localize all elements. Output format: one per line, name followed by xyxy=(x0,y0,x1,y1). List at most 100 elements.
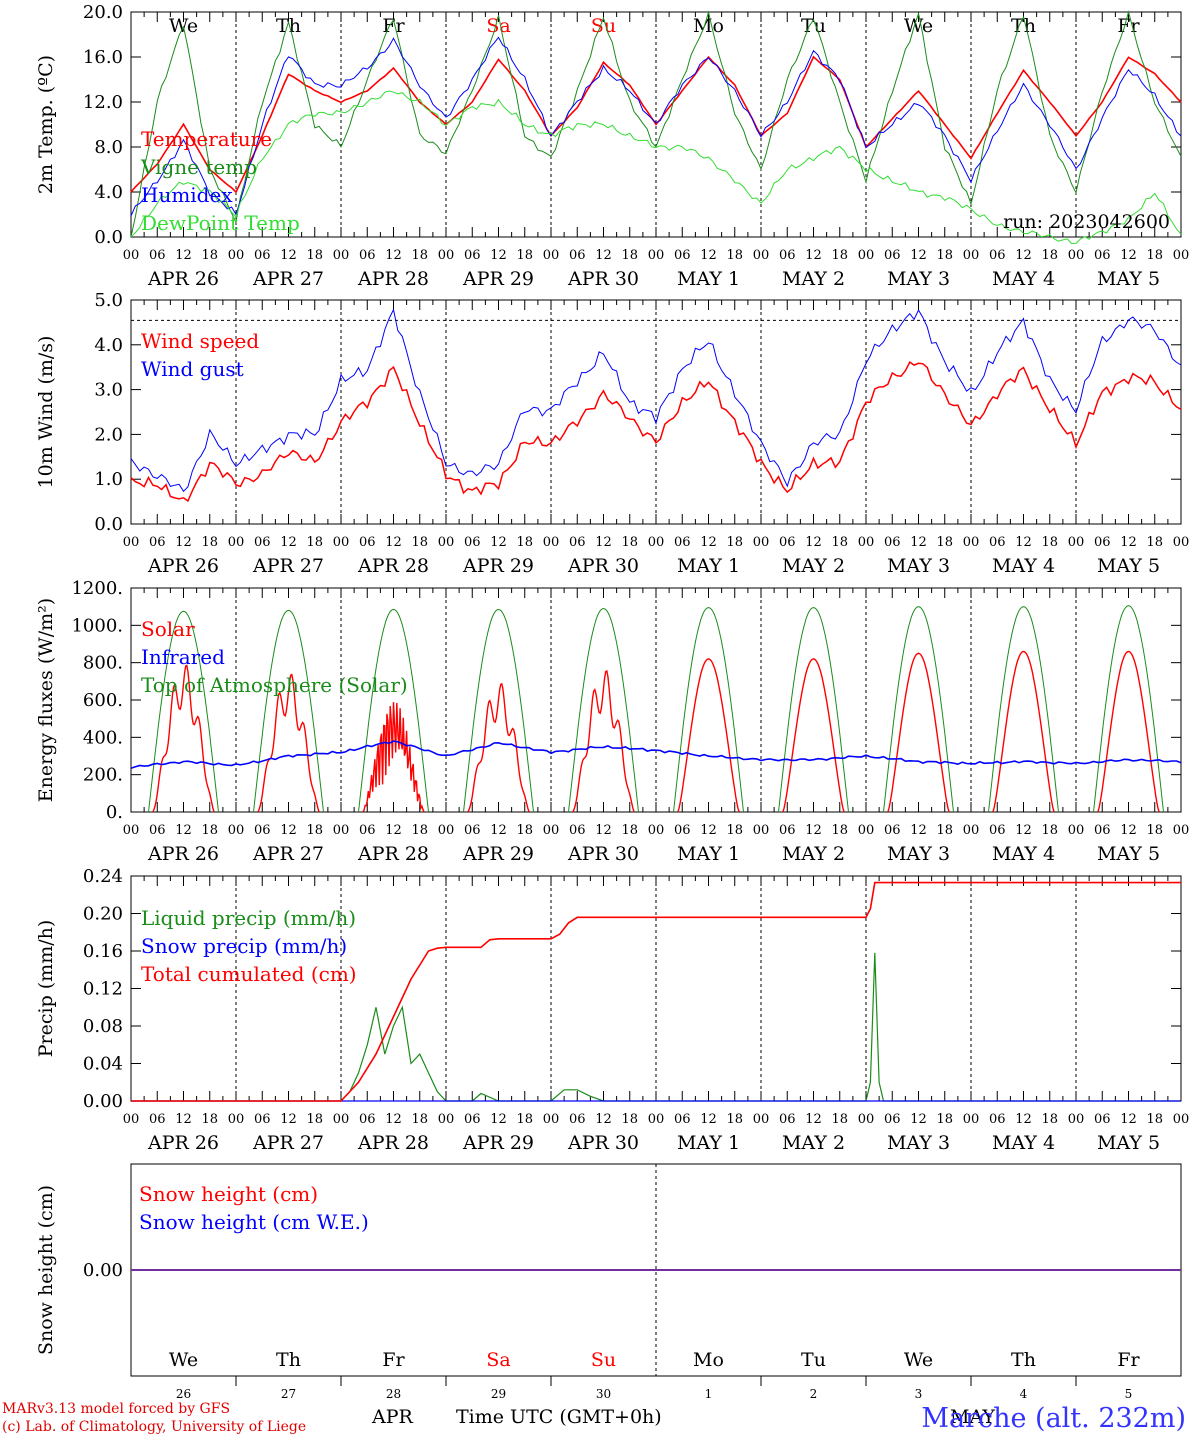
y-tick-label: 3.0 xyxy=(94,380,123,401)
legend-entry: Top of Atmosphere (Solar) xyxy=(141,673,408,697)
hour-tick-label: 12 xyxy=(175,1112,192,1127)
hour-tick-label: 18 xyxy=(516,248,533,263)
y-tick-label: 0.24 xyxy=(83,866,123,887)
station-label: Marche (alt. 232m) xyxy=(921,1403,1186,1434)
solar-curve xyxy=(362,702,425,813)
day-label: MAY 4 xyxy=(992,1132,1055,1154)
weekday-label: Mo xyxy=(693,15,724,37)
y-tick-label: 12.0 xyxy=(83,92,123,113)
hour-tick-label: 12 xyxy=(280,535,297,550)
hour-tick-label: 00 xyxy=(228,535,245,550)
hour-tick-label: 06 xyxy=(884,823,901,838)
hour-tick-label: 00 xyxy=(963,823,980,838)
hour-tick-label: 18 xyxy=(936,248,953,263)
y-tick-label: 2.0 xyxy=(94,424,123,445)
legend-entry: Vigne temp xyxy=(140,155,257,179)
hour-tick-label: 12 xyxy=(175,535,192,550)
hour-tick-label: 18 xyxy=(936,1112,953,1127)
solar-curve xyxy=(677,658,740,813)
hour-tick-label: 06 xyxy=(254,823,271,838)
day-label: MAY 5 xyxy=(1097,1132,1160,1154)
day-label: MAY 2 xyxy=(782,268,845,290)
hour-tick-label: 06 xyxy=(464,535,481,550)
hour-tick-label: 06 xyxy=(779,535,796,550)
hour-tick-label: 18 xyxy=(306,535,323,550)
day-label: APR 26 xyxy=(147,1132,219,1154)
hour-tick-label: 00 xyxy=(858,1112,875,1127)
hour-tick-label: 06 xyxy=(1094,248,1111,263)
y-tick-label: 4.0 xyxy=(94,335,123,356)
y-tick-label: 1200. xyxy=(71,578,123,599)
y-tick-label: 0.16 xyxy=(83,941,123,962)
hour-tick-label: 06 xyxy=(464,248,481,263)
y-tick-label: 0.12 xyxy=(83,979,123,1000)
hour-tick-label: 00 xyxy=(753,248,770,263)
y-tick-label: 5.0 xyxy=(94,290,123,311)
hour-tick-label: 12 xyxy=(910,535,927,550)
hour-tick-label: 12 xyxy=(1015,1112,1032,1127)
month-label-2: MAY xyxy=(950,1406,995,1428)
hour-tick-label: 18 xyxy=(201,535,218,550)
hour-tick-label: 00 xyxy=(333,1112,350,1127)
hour-tick-label: 06 xyxy=(359,248,376,263)
y-tick-label: 0.0 xyxy=(94,514,123,535)
hour-tick-label: 00 xyxy=(543,1112,560,1127)
hour-tick-label: 00 xyxy=(228,1112,245,1127)
date-label: 2 xyxy=(810,1387,818,1401)
hour-tick-label: 00 xyxy=(858,823,875,838)
y-axis-label: 2m Temp. (ºC) xyxy=(35,55,57,194)
hour-tick-label: 00 xyxy=(123,535,140,550)
day-label: MAY 4 xyxy=(992,555,1055,577)
hour-tick-label: 06 xyxy=(1094,535,1111,550)
day-label: MAY 1 xyxy=(677,1132,740,1154)
day-label: APR 27 xyxy=(252,268,324,290)
hour-tick-label: 00 xyxy=(648,823,665,838)
date-label: 1 xyxy=(705,1387,713,1401)
hour-tick-label: 00 xyxy=(648,248,665,263)
weekday-label: Th xyxy=(276,15,301,37)
toa-curve xyxy=(463,608,534,813)
hour-tick-label: 06 xyxy=(569,535,586,550)
day-label: APR 30 xyxy=(567,268,639,290)
hour-tick-label: 18 xyxy=(306,248,323,263)
legend-entry: Wind gust xyxy=(141,357,244,381)
hour-tick-label: 00 xyxy=(228,248,245,263)
hour-tick-label: 12 xyxy=(700,248,717,263)
hour-tick-label: 00 xyxy=(648,535,665,550)
hour-tick-label: 12 xyxy=(280,823,297,838)
date-label: 28 xyxy=(386,1387,401,1401)
hour-tick-label: 12 xyxy=(1015,823,1032,838)
hour-tick-label: 00 xyxy=(123,1112,140,1127)
hour-tick-label: 12 xyxy=(805,823,822,838)
hour-tick-label: 18 xyxy=(1041,1112,1058,1127)
hour-tick-label: 00 xyxy=(228,823,245,838)
legend-entry: Total cumulated (cm) xyxy=(141,962,357,986)
hour-tick-label: 12 xyxy=(385,823,402,838)
hour-tick-label: 12 xyxy=(280,248,297,263)
y-tick-label: 0.08 xyxy=(83,1016,123,1037)
hour-tick-label: 12 xyxy=(1015,535,1032,550)
hour-tick-label: 00 xyxy=(1068,1112,1085,1127)
series-line-humidex xyxy=(130,36,1182,217)
day-label: MAY 4 xyxy=(992,268,1055,290)
weekday-label: We xyxy=(169,1349,198,1371)
hour-tick-label: 18 xyxy=(831,1112,848,1127)
solar-curve xyxy=(257,673,320,813)
hour-tick-label: 18 xyxy=(516,1112,533,1127)
day-label: APR 27 xyxy=(252,1132,324,1154)
weekday-label: Tu xyxy=(801,15,826,37)
day-label: MAY 5 xyxy=(1097,268,1160,290)
y-tick-label: 200. xyxy=(83,765,123,786)
hour-tick-label: 06 xyxy=(674,1112,691,1127)
day-label: APR 28 xyxy=(357,1132,429,1154)
hour-tick-label: 00 xyxy=(858,535,875,550)
date-label: 29 xyxy=(491,1387,506,1401)
hour-tick-label: 18 xyxy=(411,248,428,263)
hour-tick-label: 12 xyxy=(700,823,717,838)
hour-tick-label: 06 xyxy=(359,823,376,838)
y-tick-label: 0. xyxy=(106,802,123,823)
toa-curve xyxy=(148,610,219,813)
y-tick-label: 4.0 xyxy=(94,182,123,203)
hour-tick-label: 18 xyxy=(516,535,533,550)
hour-tick-label: 00 xyxy=(648,1112,665,1127)
